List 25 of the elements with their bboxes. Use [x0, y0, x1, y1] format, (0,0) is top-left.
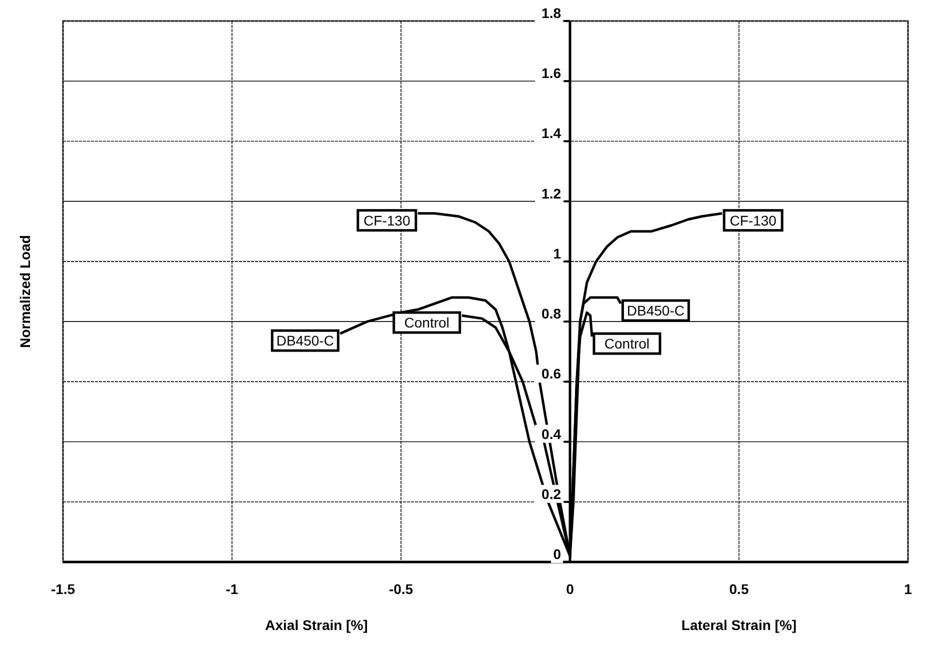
x-tick-label: 0	[566, 581, 574, 597]
y-tick-label: 0	[553, 546, 562, 562]
x-tick-label: 0.5	[729, 581, 749, 597]
text: Control	[404, 314, 450, 331]
x-tick-label: -1.5	[50, 581, 76, 597]
x-tick-label: -1	[226, 581, 238, 597]
y-tick-label: 0.6	[542, 366, 562, 382]
text: CF-130	[730, 212, 776, 228]
y-axis-title: Normalized Load	[17, 235, 33, 348]
text: DB450-C	[276, 332, 334, 349]
series-label: CF-130	[364, 212, 410, 228]
y-tick-label: 1.2	[542, 185, 562, 202]
x-axis-title: Axial Strain [%]	[265, 617, 368, 633]
legend-label: Control	[604, 336, 650, 352]
text: Lateral Strain [%]	[681, 617, 797, 633]
x-tick-label: 1	[904, 581, 912, 597]
y-tick-label: 0.2	[542, 486, 562, 502]
y-tick-label: 1.6	[542, 65, 562, 82]
y-tick-label: 1	[553, 245, 562, 262]
series-label: DB450-C	[626, 302, 684, 319]
x-tick-label: -0.5	[388, 581, 414, 597]
y-tick-label: 1.4	[542, 125, 562, 142]
y-tick-label: 1.8	[542, 5, 562, 21]
y-tick-label: 0.8	[542, 306, 562, 322]
y-tick-label: 0.4	[542, 426, 562, 442]
